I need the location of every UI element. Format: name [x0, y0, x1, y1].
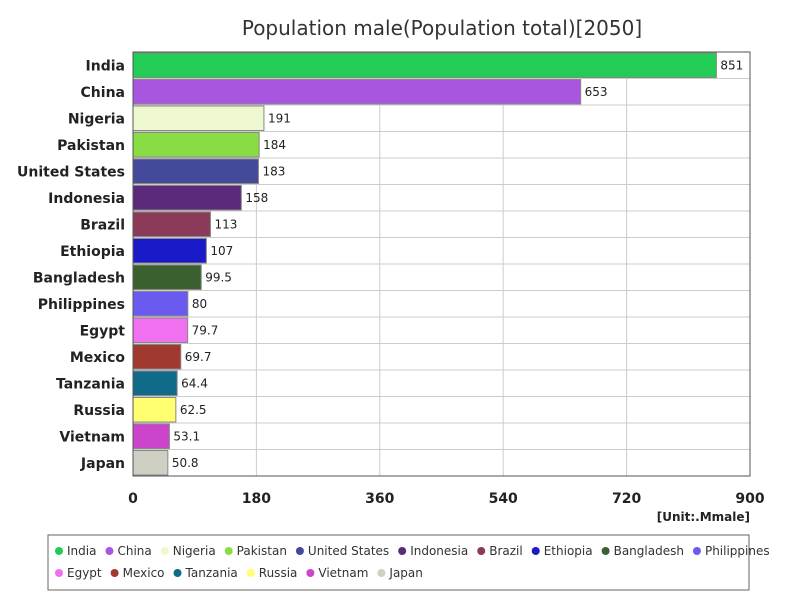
category-label: Brazil — [80, 217, 125, 233]
legend-label: Pakistan — [237, 544, 287, 558]
category-label: Bangladesh — [33, 270, 125, 286]
legend-label: Egypt — [67, 566, 102, 580]
bars — [132, 52, 717, 476]
legend-marker — [306, 569, 315, 577]
bar-tanzania — [132, 370, 178, 396]
legend-label: United States — [308, 544, 389, 558]
category-label: Indonesia — [48, 191, 125, 207]
legend-marker — [224, 547, 233, 555]
value-labels: 851 653 191 184 183 158 113 107 99.5 80 79.7 69.7 64… — [172, 58, 743, 470]
category-label: Egypt — [80, 323, 126, 339]
legend-label: Nigeria — [173, 544, 216, 558]
bar-india — [132, 52, 717, 78]
bar-china — [132, 79, 582, 105]
bar-bangladesh — [132, 264, 202, 290]
value-label: 653 — [585, 85, 608, 99]
legend-marker — [531, 547, 540, 555]
value-label: 107 — [210, 244, 233, 258]
legend-label: Ethiopia — [544, 544, 593, 558]
legend-label: Philippines — [705, 544, 770, 558]
legend-marker — [55, 547, 63, 555]
bar-mexico — [132, 344, 182, 370]
x-tick-label: 720 — [612, 491, 641, 507]
legend-box — [47, 534, 750, 591]
value-label: 64.4 — [181, 376, 208, 390]
value-label: 80 — [192, 297, 207, 311]
x-axis-ticks: 0 180 360 540 720 900 — [128, 491, 765, 507]
value-label: 184 — [263, 138, 286, 152]
category-label: Mexico — [70, 350, 126, 366]
category-label: China — [81, 85, 125, 101]
bar-united-states — [132, 158, 259, 184]
x-tick-label: 540 — [489, 491, 518, 507]
value-label: 113 — [214, 217, 237, 231]
legend-label: India — [67, 544, 96, 558]
unit-label: [Unit:.Mmale] — [657, 510, 750, 524]
bar-pakistan — [132, 132, 260, 158]
bar-japan — [132, 450, 169, 476]
legend-marker — [692, 547, 701, 555]
category-label: Russia — [73, 403, 125, 419]
value-label: 158 — [245, 191, 268, 205]
legend-label: Vietnam — [318, 566, 368, 580]
value-label: 851 — [720, 58, 743, 72]
category-label: Tanzania — [56, 376, 125, 392]
legend-marker — [105, 547, 114, 555]
legend-marker — [601, 547, 610, 555]
value-label: 183 — [262, 164, 285, 178]
legend-marker — [173, 569, 182, 577]
category-label: Japan — [80, 456, 125, 472]
bar-philippines — [132, 291, 189, 317]
value-label: 79.7 — [192, 323, 219, 337]
bar-nigeria — [132, 105, 265, 131]
legend-label: Brazil — [489, 544, 523, 558]
bar-brazil — [132, 211, 211, 237]
category-labels: India China Nigeria Pakistan United States In… — [17, 58, 125, 472]
x-tick-label: 0 — [128, 491, 138, 507]
legend-marker — [110, 569, 119, 577]
category-label: Nigeria — [68, 111, 125, 127]
x-tick-label: 900 — [735, 491, 764, 507]
legend-label: China — [117, 544, 151, 558]
legend-label: Bangladesh — [614, 544, 684, 558]
plot-frame — [132, 51, 751, 477]
legend-label: Tanzania — [185, 566, 238, 580]
category-label: Vietnam — [59, 429, 125, 445]
category-label: United States — [17, 164, 125, 180]
legend-marker — [377, 569, 386, 577]
value-label: 50.8 — [172, 456, 199, 470]
value-label: 62.5 — [180, 403, 207, 417]
legend-label: Mexico — [123, 566, 165, 580]
legend-label: Indonesia — [410, 544, 468, 558]
legend-marker — [160, 547, 169, 555]
legend-label: Japan — [388, 566, 422, 580]
chart-title: Population male(Population total)[2050] — [242, 16, 642, 40]
legend-marker — [295, 547, 304, 555]
value-label: 69.7 — [185, 350, 212, 364]
legend-marker — [55, 569, 63, 577]
legend-marker — [477, 547, 486, 555]
bar-ethiopia — [132, 238, 207, 264]
bar-russia — [132, 397, 177, 423]
x-tick-label: 180 — [242, 491, 271, 507]
category-label: Ethiopia — [60, 244, 125, 260]
legend-label: Russia — [259, 566, 298, 580]
category-label: India — [86, 58, 125, 74]
bar-egypt — [132, 317, 189, 343]
grid-lines — [133, 52, 750, 476]
legend-marker — [398, 547, 407, 555]
legend: India China Nigeria Pakistan United States In… — [55, 544, 770, 580]
value-label: 53.1 — [173, 429, 200, 443]
value-label: 99.5 — [205, 270, 232, 284]
category-label: Philippines — [38, 297, 125, 313]
category-label: Pakistan — [57, 138, 125, 154]
bar-vietnam — [132, 423, 170, 449]
bar-indonesia — [132, 185, 242, 211]
x-tick-label: 360 — [365, 491, 394, 507]
legend-marker — [246, 569, 255, 577]
value-label: 191 — [268, 111, 291, 125]
